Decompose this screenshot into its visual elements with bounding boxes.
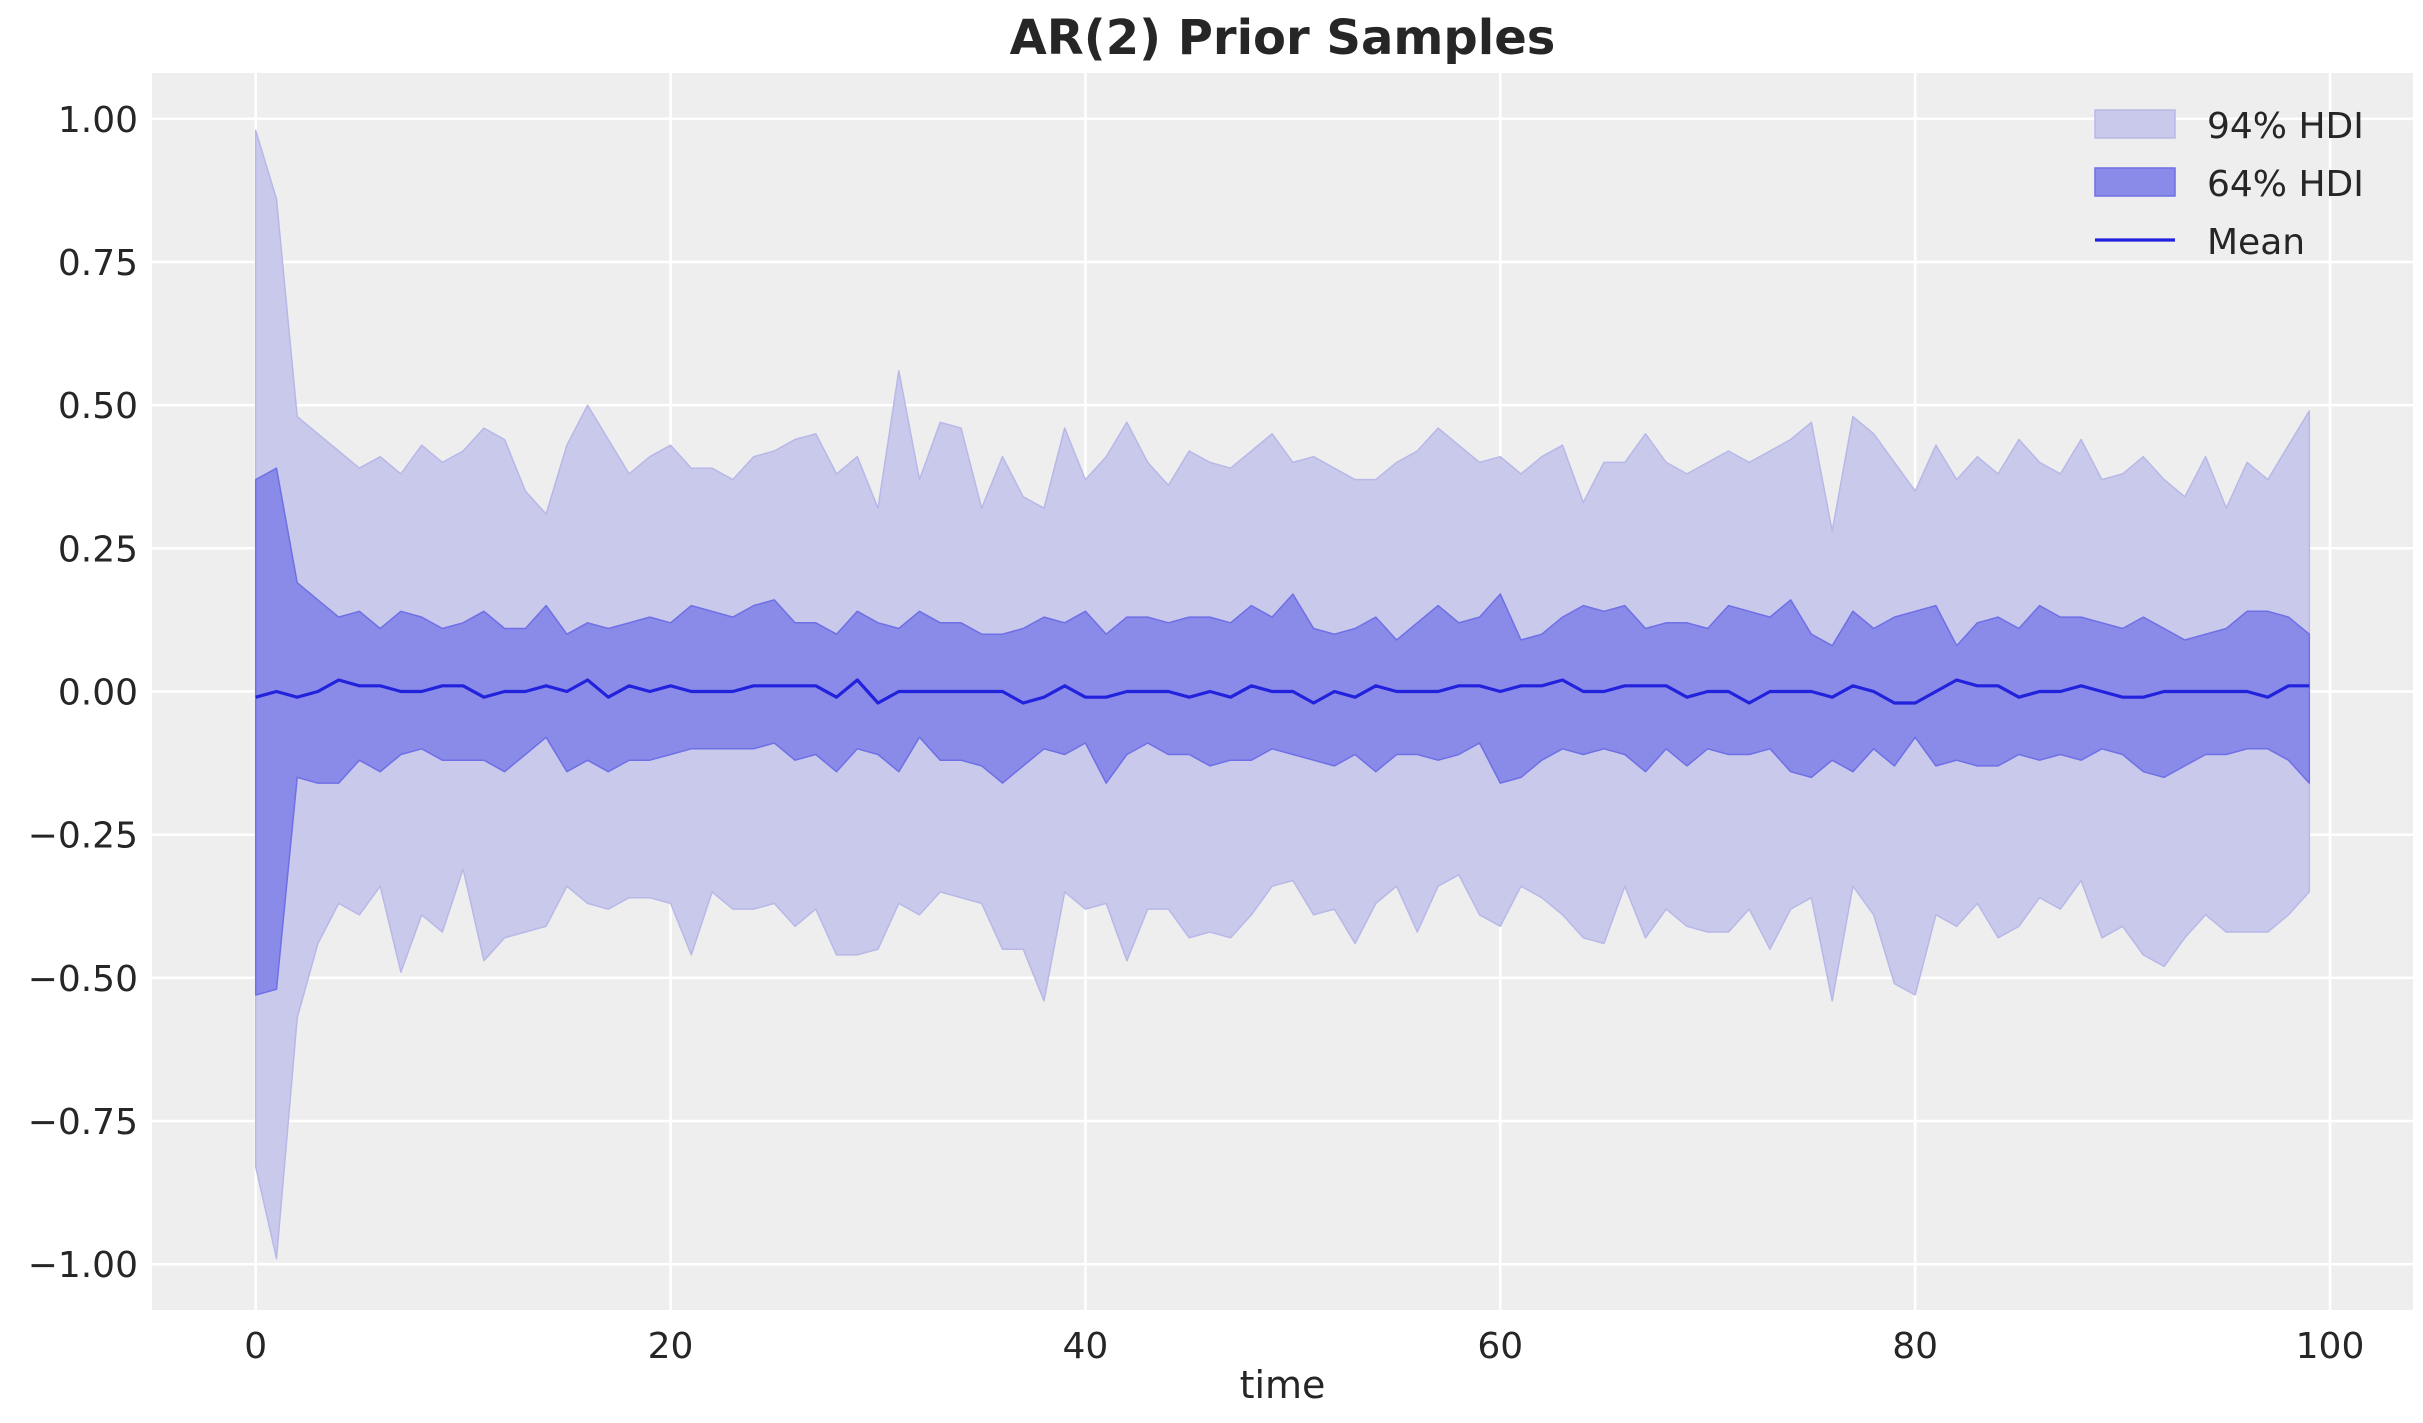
chart-title: AR(2) Prior Samples <box>1010 10 1556 66</box>
y-tick-label: 0.25 <box>58 529 138 570</box>
legend-label: 64% HDI <box>2207 164 2364 205</box>
legend-label: Mean <box>2207 222 2305 263</box>
x-tick-label: 20 <box>648 1326 694 1367</box>
y-tick-label: −0.50 <box>28 959 138 1000</box>
x-axis-label: time <box>1240 1363 1326 1407</box>
y-tick-label: −0.75 <box>28 1102 138 1143</box>
y-tick-label: −0.25 <box>28 816 138 857</box>
x-tick-label: 0 <box>244 1326 267 1367</box>
y-tick-label: 0.00 <box>58 673 138 714</box>
legend: 94% HDI 64% HDI Mean <box>2094 106 2364 263</box>
hdi-64-band <box>254 467 2311 996</box>
series-layer <box>254 129 2311 1260</box>
x-tick-label: 80 <box>1892 1326 1938 1367</box>
tick-labels: 0 20 40 60 80 100 −1.00 −0.75 −0.50 −0.25 0.00 0.25… <box>28 100 2365 1367</box>
hdi-94-band-legend-swatch <box>2094 109 2176 139</box>
mean-line <box>255 678 2310 705</box>
x-tick-label: 60 <box>1477 1326 1523 1367</box>
y-tick-label: −1.00 <box>28 1245 138 1286</box>
legend-label: 94% HDI <box>2207 106 2364 147</box>
x-tick-label: 40 <box>1063 1326 1109 1367</box>
x-tick-label: 100 <box>2296 1326 2365 1367</box>
hdi-64-band-legend-swatch <box>2094 167 2176 197</box>
y-tick-label: 0.75 <box>58 243 138 284</box>
y-tick-label: 1.00 <box>58 100 138 141</box>
y-tick-label: 0.50 <box>58 386 138 427</box>
